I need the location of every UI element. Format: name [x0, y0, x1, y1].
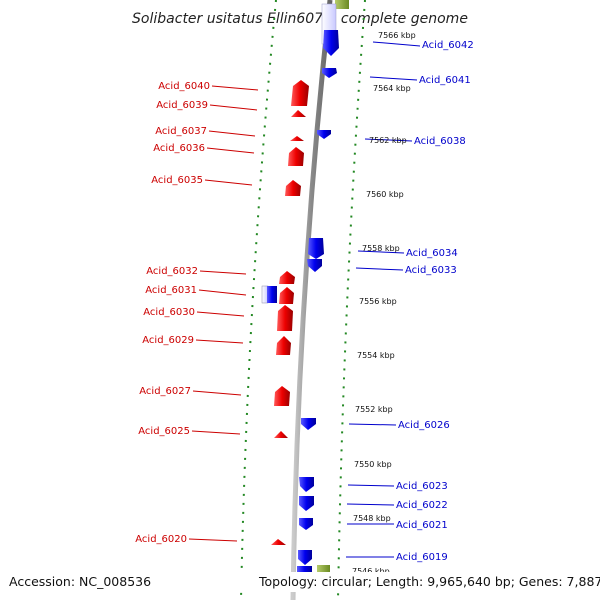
- gene-acid-6025[interactable]: [274, 431, 288, 438]
- svg-text:Acid_6031: Acid_6031: [145, 285, 197, 296]
- reverse-strand-genes: [297, 30, 339, 575]
- svg-text:Acid_6020: Acid_6020: [135, 534, 187, 545]
- svg-text:Acid_6029: Acid_6029: [142, 335, 194, 346]
- gene-label-acid-6022[interactable]: Acid_6022: [346, 500, 448, 511]
- accession-text: Accession: NC_008536: [9, 574, 151, 589]
- gene-label-acid-6030[interactable]: Acid_6030: [143, 307, 245, 318]
- kbp-tick-7562: 7562 kbp: [369, 136, 407, 145]
- genome-summary-text: Topology: circular; Length: 9,965,640 bp…: [258, 574, 600, 589]
- gene-label-acid-6041[interactable]: Acid_6041: [369, 75, 471, 86]
- gene-acid-6028[interactable]: [276, 336, 291, 355]
- svg-text:Acid_6023: Acid_6023: [396, 481, 448, 492]
- svg-text:Acid_6039: Acid_6039: [156, 100, 208, 111]
- rna-feature-bottom: [317, 565, 330, 573]
- gene-acid-6024[interactable]: [299, 477, 314, 492]
- gene-label-acid-6023[interactable]: Acid_6023: [347, 481, 448, 492]
- gene-acid-6031[interactable]: [267, 286, 277, 303]
- gene-acid-6042[interactable]: [323, 30, 339, 56]
- svg-text:Acid_6026: Acid_6026: [398, 420, 450, 431]
- gene-acid-6027[interactable]: [274, 386, 290, 406]
- svg-text:Acid_6033: Acid_6033: [405, 265, 457, 276]
- svg-text:Acid_6038: Acid_6038: [414, 136, 466, 147]
- svg-text:Acid_6037: Acid_6037: [155, 126, 207, 137]
- gene-label-acid-6027[interactable]: Acid_6027: [139, 386, 242, 397]
- svg-text:Acid_6032: Acid_6032: [146, 266, 198, 277]
- svg-text:Acid_6036: Acid_6036: [153, 143, 205, 154]
- gene-acid-6035[interactable]: [285, 180, 301, 196]
- gene-acid-6029[interactable]: [277, 305, 293, 331]
- kbp-tick-7548: 7548 kbp: [353, 514, 391, 523]
- gene-acid-6041[interactable]: [322, 68, 337, 78]
- kbp-tick-7546: 7546 kbp: [352, 567, 390, 576]
- gene-label-acid-6020[interactable]: Acid_6020: [135, 534, 238, 545]
- svg-text:Acid_6027: Acid_6027: [139, 386, 191, 397]
- gene-acid-6026[interactable]: [301, 418, 316, 430]
- kbp-scale: 7566 kbp 7564 kbp 7562 kbp 7560 kbp 7558…: [352, 31, 416, 576]
- kbp-tick-7552: 7552 kbp: [355, 405, 393, 414]
- kbp-tick-7558: 7558 kbp: [362, 244, 400, 253]
- gene-label-acid-6019[interactable]: Acid_6019: [346, 552, 448, 563]
- gene-label-acid-6036[interactable]: Acid_6036: [153, 143, 255, 154]
- svg-text:Acid_6025: Acid_6025: [138, 426, 190, 437]
- kbp-tick-7560: 7560 kbp: [366, 190, 404, 199]
- svg-text:Acid_6019: Acid_6019: [396, 552, 448, 563]
- svg-text:Acid_6041: Acid_6041: [419, 75, 471, 86]
- svg-text:Acid_6021: Acid_6021: [396, 520, 448, 531]
- rna-feature: [335, 0, 349, 9]
- gene-label-acid-6033[interactable]: Acid_6033: [355, 265, 457, 276]
- gene-label-acid-6029[interactable]: Acid_6029: [142, 335, 244, 346]
- right-gene-labels: Acid_6042 Acid_6041 Acid_6038 Acid_6034 …: [346, 40, 474, 563]
- gene-acid-6022[interactable]: [299, 518, 313, 530]
- gene-label-acid-6034[interactable]: Acid_6034: [357, 248, 458, 259]
- map-title: Solibacter usitatus Ellin6076, complete …: [132, 11, 468, 27]
- gene-label-acid-6035[interactable]: Acid_6035: [151, 175, 253, 186]
- gene-acid-6039[interactable]: [291, 110, 306, 117]
- genome-backbone: [290, 0, 333, 600]
- gene-label-acid-6039[interactable]: Acid_6039: [156, 100, 258, 111]
- gene-acid-6032[interactable]: [279, 271, 295, 284]
- gene-label-acid-6038[interactable]: Acid_6038: [364, 136, 466, 147]
- gene-label-acid-6031[interactable]: Acid_6031: [145, 285, 247, 296]
- left-gene-labels: Acid_6040 Acid_6039 Acid_6037 Acid_6036 …: [135, 81, 259, 545]
- kbp-tick-7564: 7564 kbp: [373, 84, 411, 93]
- svg-text:Acid_6022: Acid_6022: [396, 500, 448, 511]
- kbp-tick-7554: 7554 kbp: [357, 351, 395, 360]
- gene-acid-6036[interactable]: [288, 147, 304, 166]
- gene-label-acid-6032[interactable]: Acid_6032: [146, 266, 247, 277]
- gene-acid-6018[interactable]: [297, 566, 312, 575]
- gene-label-acid-6025[interactable]: Acid_6025: [138, 426, 241, 437]
- kbp-tick-7550: 7550 kbp: [354, 460, 392, 469]
- forward-strand-genes: [271, 80, 309, 545]
- gene-acid-6034[interactable]: [308, 238, 324, 259]
- gene-acid-6019[interactable]: [298, 550, 312, 565]
- gene-label-acid-6037[interactable]: Acid_6037: [155, 126, 256, 137]
- gene-label-acid-6042[interactable]: Acid_6042: [372, 40, 474, 51]
- kbp-tick-7566: 7566 kbp: [378, 31, 416, 40]
- gene-acid-6040[interactable]: [291, 80, 309, 106]
- gene-label-acid-6040[interactable]: Acid_6040: [158, 81, 259, 92]
- gene-acid-6023[interactable]: [299, 496, 314, 511]
- gene-acid-6033[interactable]: [307, 259, 322, 272]
- svg-text:Acid_6034: Acid_6034: [406, 248, 458, 259]
- gene-acid-6038[interactable]: [317, 130, 331, 139]
- svg-text:Acid_6042: Acid_6042: [422, 40, 474, 51]
- svg-text:Acid_6040: Acid_6040: [158, 81, 210, 92]
- svg-text:Acid_6035: Acid_6035: [151, 175, 203, 186]
- gene-label-acid-6021[interactable]: Acid_6021: [347, 520, 448, 531]
- gene-acid-6037[interactable]: [290, 136, 304, 141]
- gene-acid-6020[interactable]: [271, 539, 286, 545]
- gene-label-acid-6026[interactable]: Acid_6026: [348, 420, 450, 431]
- gene-acid-6030[interactable]: [279, 287, 294, 304]
- kbp-tick-7556: 7556 kbp: [359, 297, 397, 306]
- svg-text:Acid_6030: Acid_6030: [143, 307, 195, 318]
